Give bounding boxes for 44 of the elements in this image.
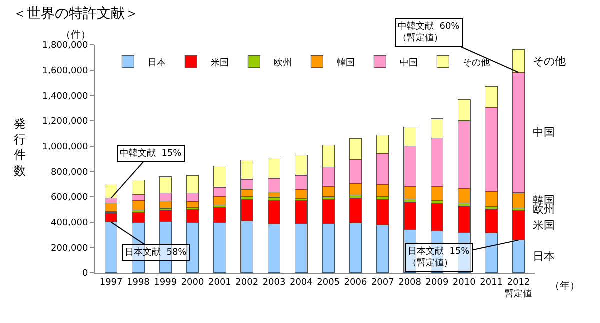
- y-tick-label: 1,600,000: [42, 66, 88, 76]
- text: その他: [533, 55, 566, 68]
- x-tick-label: 2000: [181, 278, 205, 288]
- text: 日本: [533, 250, 555, 263]
- x-tick-label: 2012 暫定値: [505, 278, 532, 300]
- text: 米国: [533, 219, 555, 232]
- text: 中国: [533, 126, 555, 139]
- y-tick-label: 1,400,000: [42, 92, 88, 102]
- legend-label: その他: [463, 57, 490, 68]
- annotation: 中韓文献 60% （暫定値）: [398, 21, 460, 44]
- y-axis-title: 発行件数: [14, 117, 26, 178]
- x-tick-label: 1999: [154, 278, 178, 288]
- y-tick-label: 600,000: [50, 193, 88, 204]
- legend-label: 韓国: [337, 57, 356, 68]
- y-tick-label: 1,200,000: [42, 117, 88, 128]
- legend-label: 日本: [148, 57, 166, 68]
- x-tick-label: 2004: [290, 278, 314, 288]
- y-tick-label: 0: [82, 269, 88, 280]
- x-tick-label: 2007: [371, 278, 394, 288]
- legend-label: 欧州: [274, 57, 292, 68]
- annotation: 日本文献 58%: [125, 247, 188, 258]
- x-tick-label: 1997: [100, 278, 123, 288]
- legend-label: 中国: [400, 57, 418, 68]
- y-tick-label: 800,000: [50, 168, 88, 178]
- chart-title: ＜世界の特許文献＞: [13, 6, 139, 22]
- y-tick-label: 1,800,000: [42, 41, 88, 52]
- legend-label: 米国: [211, 57, 230, 68]
- x-tick-label: 2003: [262, 278, 286, 288]
- x-tick-label: 2011: [480, 278, 503, 288]
- x-tick-label: 2008: [398, 278, 422, 288]
- x-tick-label: 2009: [426, 278, 449, 288]
- x-tick-label: 1998: [127, 278, 150, 288]
- y-tick-label: 200,000: [50, 244, 88, 254]
- text: （件）: [61, 30, 91, 41]
- text: （年）: [550, 280, 580, 292]
- x-tick-label: 2006: [344, 278, 368, 288]
- x-tick-label: 2005: [317, 278, 340, 288]
- x-tick-label: 2002: [236, 278, 259, 288]
- annotation: 中韓文献 15%: [120, 148, 182, 159]
- x-tick-label: 2010: [452, 278, 476, 288]
- y-tick-label: 400,000: [50, 218, 88, 228]
- annotation: 日本文献 15% （暫定値）: [408, 246, 470, 269]
- x-tick-label: 2001: [208, 278, 232, 288]
- y-tick-label: 1,000,000: [42, 142, 88, 152]
